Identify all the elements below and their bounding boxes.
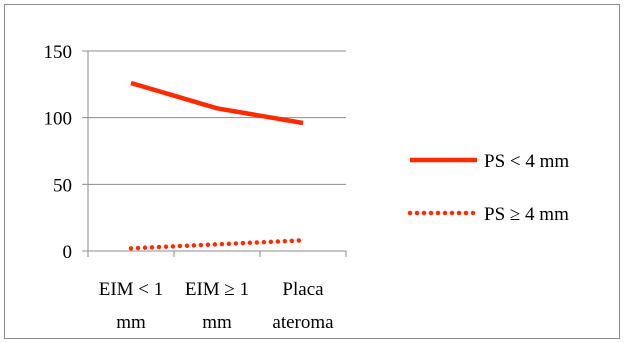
x-tick-label: ateroma [272, 312, 334, 333]
series-line-1 [130, 80, 304, 126]
x-tick-label: EIM ≥ 1 [185, 279, 249, 300]
legend-label: PS ≥ 4 mm [484, 204, 569, 225]
x-tick-label: EIM < 1 [99, 279, 164, 300]
y-tick-label: 0 [63, 242, 73, 263]
y-tick-label: 50 [53, 175, 72, 196]
x-tick-label: mm [202, 312, 232, 333]
gridlines [88, 50, 346, 185]
series-lines [128, 80, 306, 251]
y-tick-label: 150 [44, 42, 73, 63]
chart-area [4, 4, 620, 339]
axes: 0 50 100 150 EIM < 1 mm EIM ≥ 1 mm Placa ateroma [44, 42, 347, 333]
legend: PS < 4 mm PS ≥ 4 mm [407, 151, 569, 225]
y-tick-label: 100 [44, 109, 73, 130]
series-line-2 [128, 238, 306, 251]
legend-label: PS < 4 mm [484, 151, 569, 172]
x-tick-label: mm [116, 312, 146, 333]
x-tick-label: Placa [282, 279, 324, 300]
